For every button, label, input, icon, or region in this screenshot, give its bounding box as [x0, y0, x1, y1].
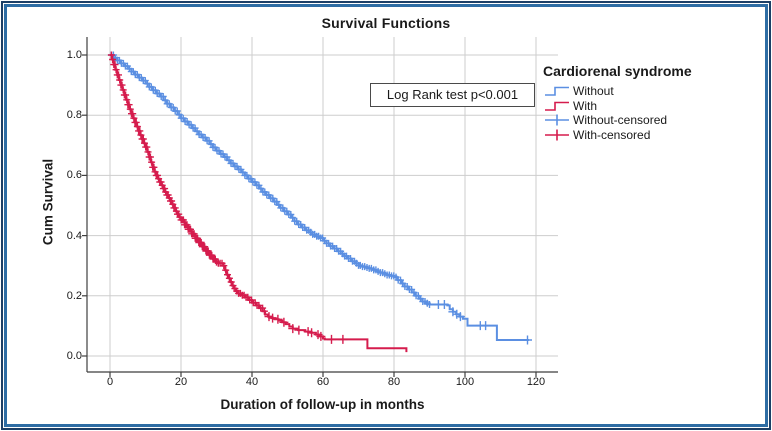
plus-line-icon: [545, 129, 569, 141]
legend-item-with: With: [543, 99, 692, 114]
plus-line-icon: [545, 114, 569, 126]
legend-item-label: Without: [573, 84, 614, 99]
step-line-icon: [545, 86, 569, 97]
censor-marks-with: [107, 51, 348, 344]
step-line-icon: [545, 101, 569, 111]
legend-item-with-censored: With-censored: [543, 128, 692, 143]
legend-item-label: With: [573, 98, 597, 113]
x-axis-title: Duration of follow-up in months: [220, 397, 425, 412]
chart-title: Survival Functions: [321, 15, 451, 31]
y-axis-title: Cum Survival: [40, 158, 56, 246]
log-rank-annotation: Log Rank test p<0.001: [370, 83, 535, 107]
legend-item-without-censored: Without-censored: [543, 113, 692, 128]
legend-item-label: Without-censored: [573, 113, 668, 128]
legend-item-without: Without: [543, 84, 692, 99]
legend-item-label: With-censored: [573, 127, 651, 142]
legend: Cardiorenal syndrome Without With Withou…: [543, 63, 692, 142]
legend-title: Cardiorenal syndrome: [543, 63, 692, 79]
